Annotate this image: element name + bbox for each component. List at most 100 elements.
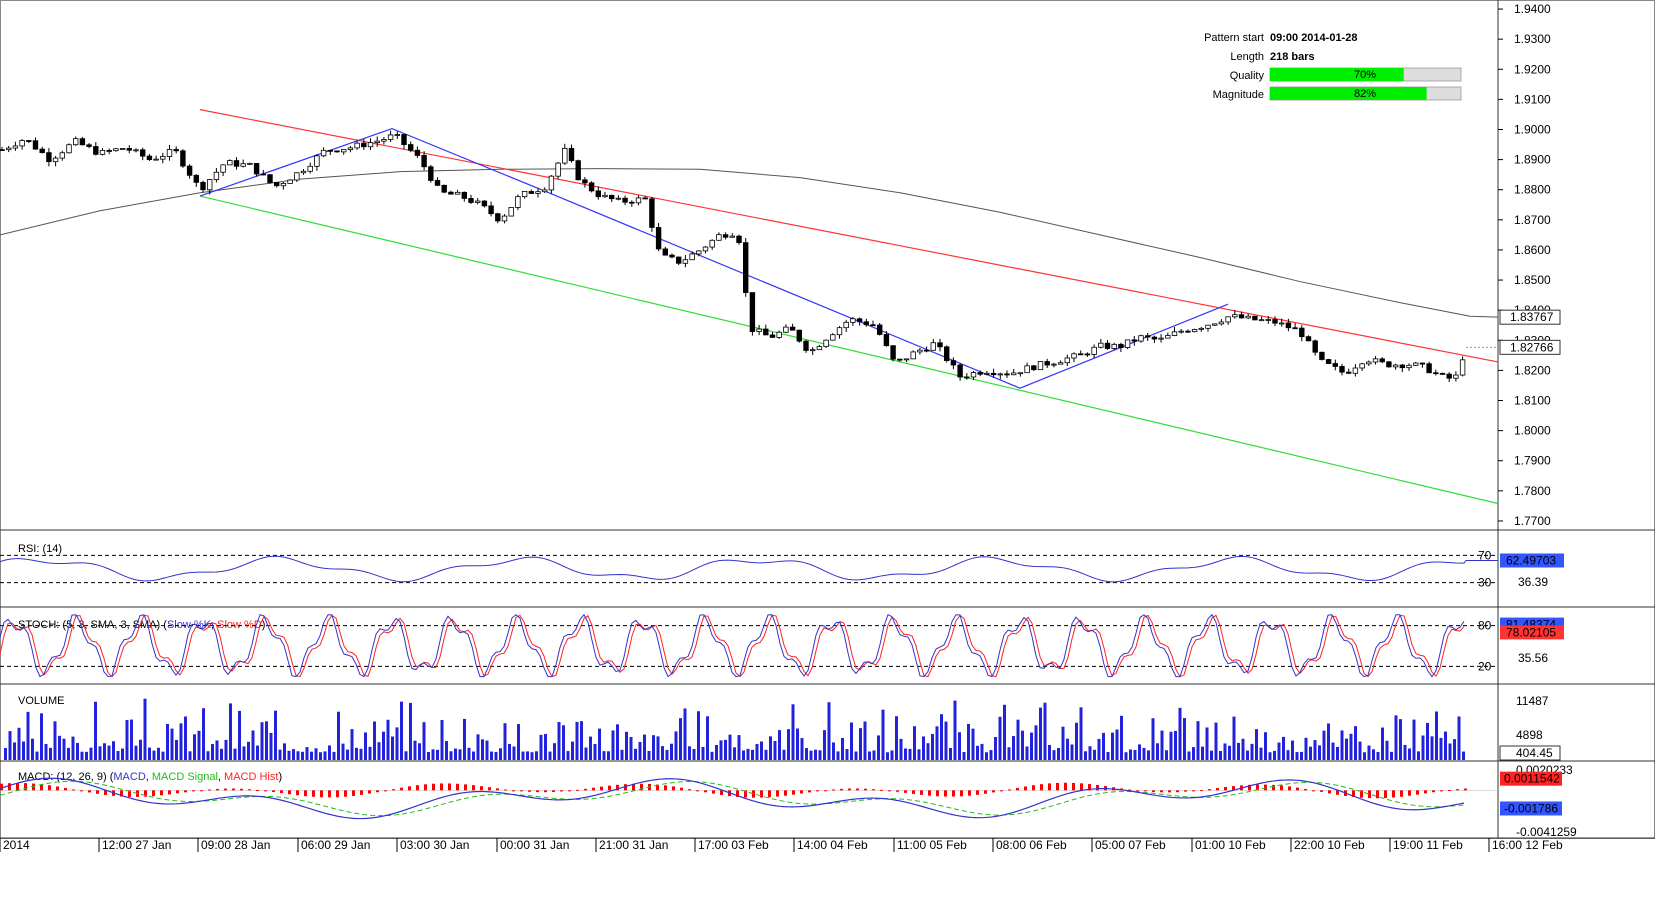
candle-body [347, 147, 354, 151]
macd-hist-bar [512, 790, 515, 792]
volume-bar [49, 747, 52, 760]
volume-bar [881, 709, 885, 760]
candle-body [160, 156, 166, 160]
macd-hist-bar [200, 790, 203, 792]
candle-body [1372, 358, 1379, 363]
candle-body [984, 372, 990, 375]
price-tick-label: 1.8700 [1514, 213, 1551, 227]
candle-body [1439, 372, 1446, 375]
volume-bar [1124, 752, 1128, 760]
macd-signal-box [1500, 801, 1562, 816]
macd-hist-bar [1088, 784, 1091, 791]
candle-body [73, 138, 79, 146]
candle-body [1352, 367, 1359, 374]
macd-hist-bar [768, 790, 771, 798]
volume-bar [382, 731, 385, 760]
volume-bar [1300, 751, 1303, 760]
macd-hist-bar [944, 790, 947, 797]
candle-body [1299, 327, 1305, 338]
candle-body [1265, 319, 1271, 321]
candle-body [575, 160, 581, 181]
candle-body [267, 174, 273, 183]
macd-hist-bar [976, 790, 979, 795]
macd-hist-bar [616, 784, 619, 791]
macd-hist-bar [1152, 790, 1155, 792]
macd-hist-bar [544, 790, 547, 793]
stoch-level-label: 80 [1478, 619, 1492, 633]
volume-bar [1174, 730, 1177, 760]
volume-bar [499, 748, 502, 760]
candle-body [1359, 363, 1365, 369]
candle-body [381, 139, 387, 142]
volume-bar [935, 726, 939, 760]
price-tick-label: 1.8900 [1514, 153, 1551, 167]
candle-body [448, 191, 454, 195]
candle-body [582, 179, 588, 184]
candle-body [1205, 324, 1211, 329]
volume-bar [620, 749, 624, 760]
macd-hist-bar [1000, 790, 1003, 792]
volume-bar [1003, 704, 1006, 760]
macd-hist-bar [696, 790, 699, 792]
macd-hist-bar [256, 789, 259, 791]
candle-body [273, 182, 280, 187]
volume-bar [409, 702, 412, 760]
volume-bar [670, 743, 673, 760]
volume-bar [701, 746, 705, 760]
volume-bar [877, 735, 880, 760]
candle-body [394, 134, 400, 136]
volume-bar [170, 728, 174, 760]
candle-body [944, 346, 950, 361]
macd-hist-bar [1048, 783, 1051, 791]
candle-body [334, 150, 340, 153]
price-tick-label: 1.9200 [1514, 62, 1551, 76]
candle-body [93, 146, 99, 155]
volume-bar [1376, 751, 1380, 760]
volume-bar [341, 743, 345, 760]
volume-bar [971, 728, 975, 760]
candle-body [595, 190, 601, 198]
macd-hist-bar [1456, 789, 1459, 791]
volume-bar [94, 701, 97, 760]
macd-hist-bar [240, 788, 243, 791]
candle-body [1198, 327, 1204, 330]
candle-body [803, 340, 809, 351]
volume-bar [449, 751, 453, 760]
rsi-line [0, 555, 1498, 583]
candle-body [294, 172, 300, 181]
macd-signal-legend: MACD Signal [152, 771, 218, 783]
volume-bar [1399, 719, 1402, 760]
price-tick-label: 1.9000 [1514, 122, 1551, 136]
macd-hist-bar [1304, 788, 1307, 791]
candle-body [253, 163, 260, 175]
volume-bar [67, 747, 70, 760]
volume-bar [526, 751, 529, 760]
macd-hist-bar [840, 788, 843, 791]
macd-hist-bar [568, 790, 571, 792]
candle-body [1131, 339, 1137, 342]
volume-bar [1120, 715, 1123, 760]
volume-bar [1412, 719, 1416, 760]
time-axis: 2014 12:00 27 Jan 09:00 28 Jan 06:00 29 Jan… [0, 838, 1563, 852]
macd-hist-bar [584, 788, 587, 791]
volume-bar [566, 751, 570, 760]
candle-body [1272, 319, 1278, 324]
macd-hist-bar [1280, 785, 1283, 791]
macd-hist-bar [1224, 787, 1227, 791]
volume-bar [215, 740, 219, 760]
volume-bar [1291, 740, 1294, 760]
candle-body [716, 234, 722, 241]
time-tick-label: 17:00 03 Feb [698, 838, 769, 852]
candle-body [407, 144, 414, 151]
volume-tick-label: 11487 [1516, 694, 1549, 708]
volume-bar [485, 740, 489, 760]
volume-bar [922, 736, 925, 760]
candle-body [1406, 364, 1412, 369]
volume-bar [247, 741, 250, 760]
macd-hist-bar [1016, 787, 1019, 791]
candle-body [1037, 361, 1044, 371]
length-value: 218 bars [1270, 51, 1315, 63]
volume-bar [1061, 726, 1065, 760]
volume-bar [206, 751, 210, 760]
